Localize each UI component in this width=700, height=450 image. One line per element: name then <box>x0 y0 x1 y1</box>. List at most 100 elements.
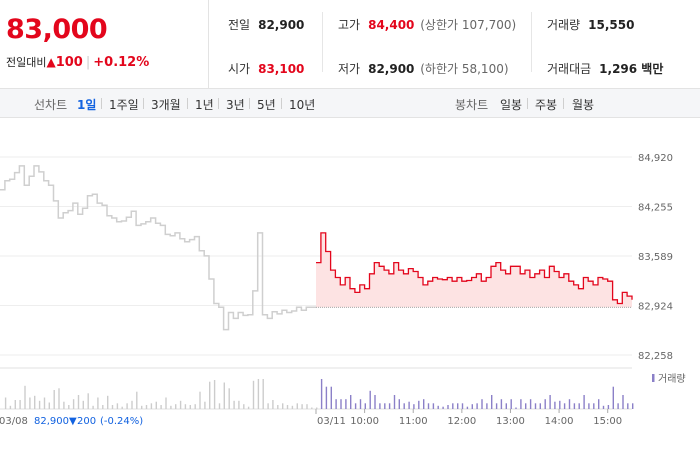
volume-bar <box>350 395 352 409</box>
volume-bar <box>568 399 571 409</box>
volume-bar <box>189 405 191 409</box>
upper-limit: (상한가 107,700) <box>420 18 517 32</box>
volume-bar <box>145 405 148 409</box>
stat-label: 거래대금 <box>547 62 592 76</box>
volume-bar <box>223 382 225 409</box>
volume-bar <box>19 400 21 409</box>
prev-day-change: 200 <box>77 416 96 427</box>
volume-bar <box>4 397 7 409</box>
volume-bar <box>92 405 94 409</box>
volume-bar <box>194 404 196 409</box>
volume-bar <box>437 405 439 409</box>
volume-bar <box>442 406 444 409</box>
volume-bar <box>34 395 36 409</box>
tab-daily-candle[interactable]: 일봉 <box>500 98 523 112</box>
tab-weekly-candle[interactable]: 주봉 <box>535 98 558 112</box>
lower-limit: (하한가 58,100) <box>420 62 509 76</box>
volume-bar <box>379 403 381 409</box>
volume-bar <box>24 385 26 409</box>
current-price: 83,000 <box>6 14 108 45</box>
volume-bars <box>4 379 634 409</box>
volume-bar <box>228 388 230 409</box>
volume-bar <box>423 399 425 409</box>
volume-bar <box>418 400 420 409</box>
volume-bar <box>627 403 629 409</box>
x-tick-label: 10:00 <box>350 416 379 427</box>
tab-10-year[interactable]: 10년 <box>289 98 316 112</box>
volume-bar <box>408 401 410 409</box>
stat-open: 시가 83,100 <box>228 60 304 77</box>
volume-bar <box>306 404 308 409</box>
divider <box>187 98 188 109</box>
chart-period-tabs: 선차트 1일 1주일 3개월 1년 3년 5년 10년 봉차트 일봉 주봉 월봉 <box>0 89 700 118</box>
volume-bar <box>632 403 634 409</box>
volume-bar <box>345 399 347 409</box>
intraday-area <box>316 232 632 308</box>
volume-bar <box>58 388 60 409</box>
volume-bar <box>559 400 561 409</box>
volume-bar <box>466 406 469 409</box>
volume-bar <box>43 397 46 409</box>
volume-bar <box>398 399 400 409</box>
volume-bar <box>471 404 473 409</box>
volume-bar <box>111 405 114 409</box>
volume-bar <box>520 399 522 409</box>
stat-label: 저가 <box>338 62 361 76</box>
volume-bar <box>286 405 289 409</box>
stat-value: 84,400 <box>368 18 415 32</box>
volume-bar <box>325 386 328 409</box>
divider <box>563 98 564 109</box>
volume-bar <box>14 400 16 409</box>
prev-day-close: 82,900 <box>34 416 69 427</box>
tab-3-year[interactable]: 3년 <box>226 98 245 112</box>
volume-bar <box>247 406 250 409</box>
volume-bar <box>476 403 478 409</box>
down-arrow-icon: ▼ <box>69 416 77 427</box>
volume-bar <box>199 391 201 409</box>
up-arrow-icon: ▲ <box>46 55 56 69</box>
tab-3-month[interactable]: 3개월 <box>151 98 181 112</box>
volume-bar <box>252 380 255 409</box>
volume-bar <box>97 397 99 409</box>
y-tick-label: 84,255 <box>638 202 673 213</box>
volume-bar <box>335 399 337 409</box>
volume-bar <box>340 399 342 409</box>
volume-bar <box>495 403 498 409</box>
volume-bar <box>461 403 464 409</box>
volume-bar <box>374 395 376 409</box>
volume-bar <box>213 380 216 409</box>
tab-5-year[interactable]: 5년 <box>257 98 276 112</box>
volume-bar <box>296 403 298 409</box>
prev-day-line <box>0 165 316 331</box>
volume-bar <box>457 403 459 409</box>
price-change: 전일대비▲100 | +0.12% <box>6 54 149 70</box>
volume-bar <box>53 390 55 409</box>
volume-bar <box>126 403 128 409</box>
volume-bar <box>233 400 235 409</box>
volume-bar <box>354 403 357 409</box>
x-tick-label: 13:00 <box>496 416 525 427</box>
stat-label: 시가 <box>228 62 251 76</box>
stat-high: 고가 84,400 (상한가 107,700) <box>338 16 516 33</box>
divider <box>531 12 532 72</box>
change-rate: +0.12% <box>93 55 150 70</box>
tab-1-week[interactable]: 1주일 <box>109 98 139 112</box>
volume-bar <box>481 399 483 409</box>
tab-1-year[interactable]: 1년 <box>195 98 214 112</box>
volume-bar <box>68 405 70 409</box>
volume-bar <box>267 403 269 409</box>
volume-bar <box>529 399 532 409</box>
tab-1-day[interactable]: 1일 <box>77 98 97 112</box>
line-chart-title: 선차트 <box>34 98 68 112</box>
volume-bar <box>515 407 517 409</box>
volume-bar <box>38 400 41 409</box>
x-axis-labels: 03/11 10:00 11:00 12:00 13:00 14:00 15:00 <box>317 409 622 427</box>
volume-bar <box>150 403 153 409</box>
volume-bar <box>160 405 162 409</box>
tab-monthly-candle[interactable]: 월봉 <box>572 98 595 112</box>
divider <box>143 98 144 109</box>
volume-bar <box>209 381 211 409</box>
volume-bar <box>82 400 84 409</box>
volume-bar <box>563 403 566 409</box>
volume-bar <box>598 399 600 409</box>
